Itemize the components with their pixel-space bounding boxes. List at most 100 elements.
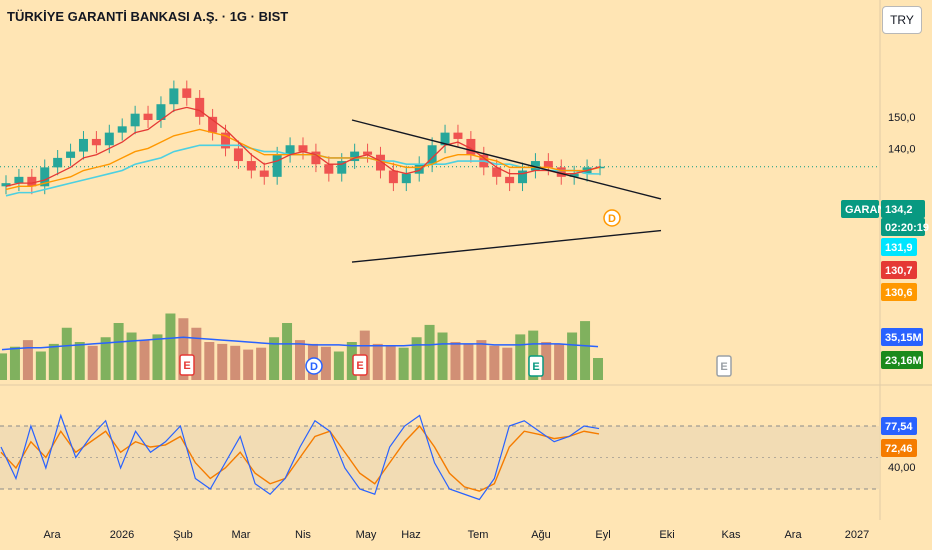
candle-body — [27, 176, 37, 187]
volume-bar — [74, 342, 85, 380]
volume-bar — [243, 349, 254, 380]
candle-body — [91, 138, 101, 146]
time-label: Ağu — [531, 529, 551, 541]
candle-body — [117, 126, 127, 133]
event-letter: E — [532, 361, 539, 373]
volume-bar — [385, 345, 396, 380]
volume-bar — [0, 353, 7, 380]
candle-body — [388, 170, 398, 184]
volume-bar — [580, 321, 591, 380]
candle-body — [556, 167, 566, 177]
candle-body — [40, 167, 50, 187]
candle-body — [324, 164, 334, 174]
volume-bar — [217, 343, 228, 380]
time-label: Kas — [722, 529, 741, 541]
event-marker-earnings-future[interactable]: E — [716, 355, 732, 377]
volume-bar — [554, 343, 565, 380]
event-marker-dividend[interactable]: D — [305, 357, 323, 375]
volume-bar — [139, 340, 150, 380]
volume-bar — [411, 337, 422, 380]
volume-last-badge: 23,16M — [885, 355, 922, 367]
volume-bar — [126, 332, 137, 380]
candle-body — [182, 88, 192, 98]
event-letter: E — [720, 361, 727, 373]
volume-bar — [476, 340, 487, 380]
volume-bar — [165, 313, 176, 380]
candle-body — [78, 138, 88, 152]
volume-bar — [282, 323, 293, 380]
event-marker-earnings[interactable]: E — [528, 355, 544, 377]
candle-body — [66, 151, 76, 158]
ma-mid-line — [5, 128, 601, 191]
volume-bar — [191, 327, 202, 380]
volume-bar — [113, 323, 124, 380]
event-marker-earnings[interactable]: E — [352, 354, 368, 376]
ma-fast-badge-bg — [881, 261, 917, 279]
volume-bar — [48, 343, 59, 380]
last-price-badge-bg — [881, 200, 925, 218]
volume-bar — [22, 340, 33, 380]
candle-body — [221, 132, 231, 149]
volume-bar — [398, 347, 409, 380]
currency-button[interactable]: TRY — [882, 6, 922, 34]
candle-body — [492, 167, 502, 177]
ma-slow-badge: 131,9 — [885, 242, 913, 254]
candle-body — [427, 145, 437, 165]
indicator-lines — [0, 106, 662, 501]
volume-bar — [256, 347, 267, 380]
candle-body — [518, 170, 528, 184]
event-letter: D — [310, 361, 318, 373]
volume-bar — [61, 327, 72, 380]
event-marker-dividend-future[interactable]: D — [603, 209, 621, 227]
candles[interactable] — [1, 80, 605, 195]
event-circle — [305, 357, 323, 375]
stoch-k-badge: 77,54 — [885, 421, 913, 433]
volume-bar — [178, 318, 189, 380]
volume-bar — [541, 342, 552, 380]
countdown-badge: 02:20:19 — [885, 222, 929, 234]
volume-bar — [346, 342, 357, 380]
candle-body — [246, 161, 256, 171]
candle-body — [53, 157, 63, 168]
event-markers[interactable]: E D E E E D — [179, 209, 732, 377]
time-label: Nis — [295, 529, 311, 541]
candle-body — [233, 148, 243, 162]
candle-body — [543, 161, 553, 168]
axes: Ara 2026 Şub Mar Nis May Haz Tem Ağu Eyl Eki Kas Ara… — [43, 112, 929, 541]
volume-bar — [204, 342, 215, 380]
volume-ma-badge: 35,15M — [885, 332, 922, 344]
candle-body — [466, 138, 476, 155]
chart-title: TÜRKİYE GARANTİ BANKASI A.Ş. · 1G · BIST — [7, 9, 289, 24]
stoch-tick: 40,00 — [888, 462, 916, 474]
trendline-upper — [351, 119, 662, 200]
time-label: Ara — [784, 529, 802, 541]
candle-body — [1, 183, 11, 187]
volume-bar — [230, 345, 241, 380]
time-label: Tem — [468, 529, 489, 541]
time-label: Eyl — [595, 529, 610, 541]
countdown-badge-bg — [881, 218, 925, 236]
event-box — [179, 354, 195, 376]
volume-bar — [515, 334, 526, 380]
volume-bar — [450, 342, 461, 380]
ma-fast-badge: 130,7 — [885, 265, 913, 277]
candle-body — [259, 170, 269, 177]
candle-body — [104, 132, 114, 146]
time-label: Mar — [232, 529, 251, 541]
volume-bar — [567, 332, 578, 380]
stoch-d-badge: 72,46 — [885, 443, 913, 455]
time-label: Haz — [401, 529, 421, 541]
stoch-d-badge-bg — [881, 439, 917, 457]
volume-bar — [295, 340, 305, 380]
stoch-d-line — [0, 424, 600, 492]
volume-bar — [87, 345, 98, 380]
time-label: Şub — [173, 529, 193, 541]
event-marker-earnings[interactable]: E — [179, 354, 195, 376]
candle-body — [156, 104, 166, 120]
candle-body — [363, 151, 373, 155]
volume-bar — [372, 343, 383, 380]
candle-body — [569, 173, 579, 177]
volume-bar — [152, 334, 163, 380]
candle-body — [169, 88, 179, 105]
